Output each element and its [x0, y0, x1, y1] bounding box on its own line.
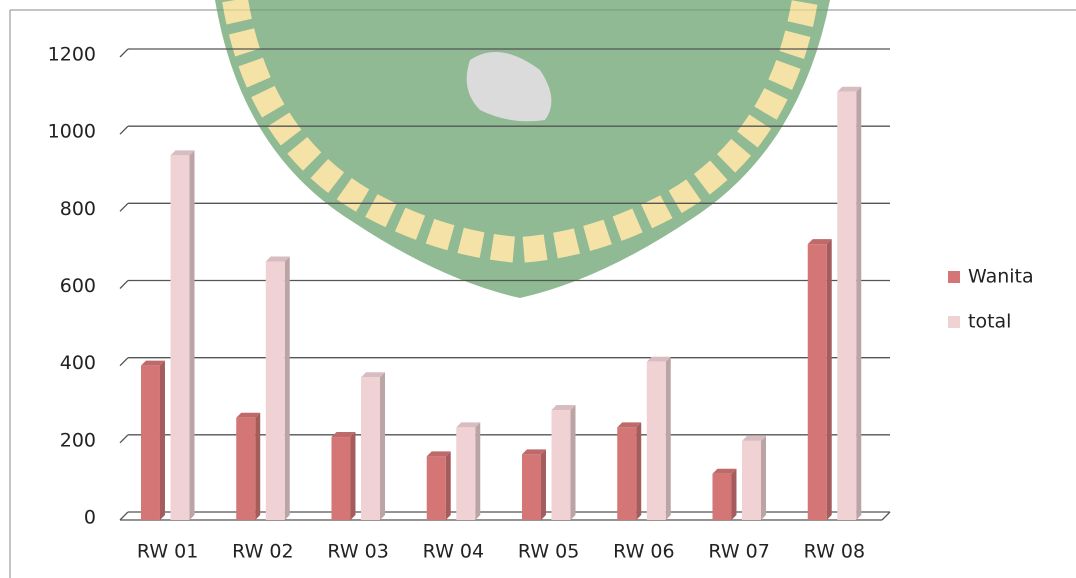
x-tick-label: RW 03 [327, 541, 388, 563]
grid-depth [119, 125, 129, 135]
bar [140, 365, 160, 520]
bar-side [284, 256, 290, 520]
bar-top [807, 239, 832, 245]
x-tick-label: RW 06 [613, 541, 674, 563]
bar-top [361, 372, 386, 378]
bar [331, 437, 351, 520]
floor-right [881, 511, 891, 521]
bar-top [170, 150, 195, 156]
bar [426, 456, 446, 520]
bar [456, 427, 476, 520]
bar [807, 244, 827, 521]
bar-top [331, 432, 356, 438]
bar-side [445, 451, 451, 520]
bar-top [551, 405, 576, 411]
legend-label: total [968, 311, 1011, 333]
bar-top [521, 449, 546, 455]
plot-area: 0 200 400 600 800 1000 1200 RW 01 RW 02 RW 03 RW 0… [48, 44, 1034, 563]
x-tick-label: RW 05 [518, 541, 579, 563]
x-tick-label: RW 08 [804, 541, 865, 563]
bar-top [712, 468, 737, 474]
grid-depth [119, 434, 129, 444]
bar [361, 377, 381, 520]
bar-side [540, 449, 546, 520]
bar-side [159, 360, 165, 520]
bar-side [761, 435, 767, 520]
bar-side [570, 405, 576, 520]
x-tick-label: RW 01 [137, 541, 198, 563]
y-tick-label: 1200 [48, 44, 96, 66]
legend-swatch [948, 271, 960, 283]
bar-side [350, 432, 356, 520]
bar [551, 410, 571, 520]
y-tick-label: 200 [60, 429, 96, 451]
x-tick-label: RW 02 [232, 541, 293, 563]
bar-side [475, 422, 481, 520]
bar-top [456, 422, 481, 428]
bar [712, 473, 732, 520]
bar-side [731, 468, 737, 520]
x-tick-label: RW 04 [423, 541, 484, 563]
bar-top [646, 356, 671, 362]
bar [837, 91, 857, 520]
grid-depth [119, 48, 129, 58]
grid-depth [119, 202, 129, 212]
bar-side [380, 372, 386, 520]
y-tick-label: 800 [60, 198, 96, 220]
bar [617, 427, 637, 520]
bar-top [236, 412, 261, 418]
legend-swatch [948, 316, 960, 328]
watermark [215, 0, 830, 298]
bar-side [826, 239, 832, 521]
bar-top [617, 422, 642, 428]
bar-side [189, 150, 195, 520]
bar-top [265, 256, 290, 262]
bar-side [255, 412, 261, 520]
y-tick-label: 600 [60, 275, 96, 297]
grid-depth [119, 280, 129, 289]
bar [265, 261, 285, 520]
y-tick-label: 0 [84, 507, 96, 529]
bar [742, 440, 762, 520]
grid-depth [119, 357, 129, 367]
bar-side [665, 356, 671, 520]
y-tick-label: 1000 [48, 121, 96, 143]
x-tick-label: RW 07 [708, 541, 769, 563]
bar-top [742, 435, 767, 441]
legend-label: Wanita [968, 266, 1034, 288]
bar-top [426, 451, 451, 457]
y-tick-label: 400 [60, 352, 96, 374]
bar-top [837, 86, 862, 92]
bar-side [856, 86, 862, 520]
bar-side [636, 422, 642, 520]
bar [170, 155, 190, 520]
bar [521, 454, 541, 520]
bar [236, 417, 256, 520]
grid-depth [119, 511, 129, 521]
bar-top [140, 360, 165, 366]
bar [646, 361, 666, 520]
